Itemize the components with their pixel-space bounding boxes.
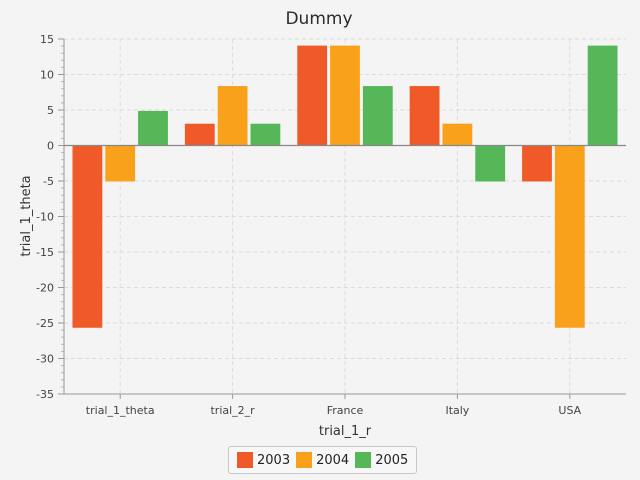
x-axis-label: trial_1_r	[319, 424, 372, 439]
bar-2003-Italy	[409, 86, 440, 146]
bar-2005-Italy	[475, 145, 506, 182]
legend: 2003 2004 2005	[228, 446, 418, 474]
legend-label: 2004	[316, 452, 350, 468]
legend-swatch	[296, 452, 313, 468]
legend-item-2004: 2004	[296, 452, 349, 468]
y-tick-label: -5	[43, 175, 54, 188]
bar-2005-USA	[587, 45, 618, 146]
y-tick-label: -10	[36, 211, 54, 224]
y-axis-label: trial_1_theta	[19, 175, 34, 256]
legend-label: 2003	[257, 452, 291, 468]
bar-2003-trial_2_r	[184, 123, 215, 146]
bar-2004-Italy	[442, 123, 473, 146]
y-tick-label: -35	[36, 388, 54, 401]
bar-2003-trial_1_theta	[72, 145, 103, 328]
legend-swatch	[237, 452, 253, 468]
legend-label: 2005	[375, 452, 409, 468]
axes: 15 10 5 0 -5 -10 -15 -20 -25 -30 -35 trial_1_theta t…	[36, 33, 626, 417]
y-tick-label: 10	[40, 69, 54, 82]
bar-2005-France	[362, 86, 393, 146]
bar-2004-USA	[554, 145, 585, 328]
bar-2005-trial_1_theta	[138, 110, 168, 146]
x-tick-label: trial_2_r	[210, 404, 255, 417]
y-tick-label: 5	[47, 104, 54, 117]
bar-2003-France	[297, 45, 328, 146]
x-tick-label: USA	[558, 404, 581, 417]
y-tick-label: -25	[36, 317, 54, 330]
bar-2004-France	[330, 45, 360, 146]
bar-2004-trial_2_r	[217, 86, 248, 146]
y-tick-label: -30	[36, 353, 54, 366]
x-tick-label: France	[327, 404, 364, 417]
bar-2005-trial_2_r	[250, 123, 281, 146]
bar-2004-trial_1_theta	[105, 145, 136, 182]
legend-swatch	[355, 452, 372, 468]
y-tick-label: -20	[36, 282, 54, 295]
x-tick-label: trial_1_theta	[86, 404, 155, 417]
y-tick-label: 15	[40, 33, 54, 46]
y-tick-label: 0	[47, 140, 54, 153]
bar-2003-USA	[522, 145, 552, 182]
chart-title: Dummy	[285, 9, 352, 29]
legend-item-2003: 2003	[237, 452, 290, 468]
y-tick-label: -15	[36, 246, 54, 259]
x-tick-label: Italy	[445, 404, 469, 417]
legend-item-2005: 2005	[355, 452, 408, 468]
